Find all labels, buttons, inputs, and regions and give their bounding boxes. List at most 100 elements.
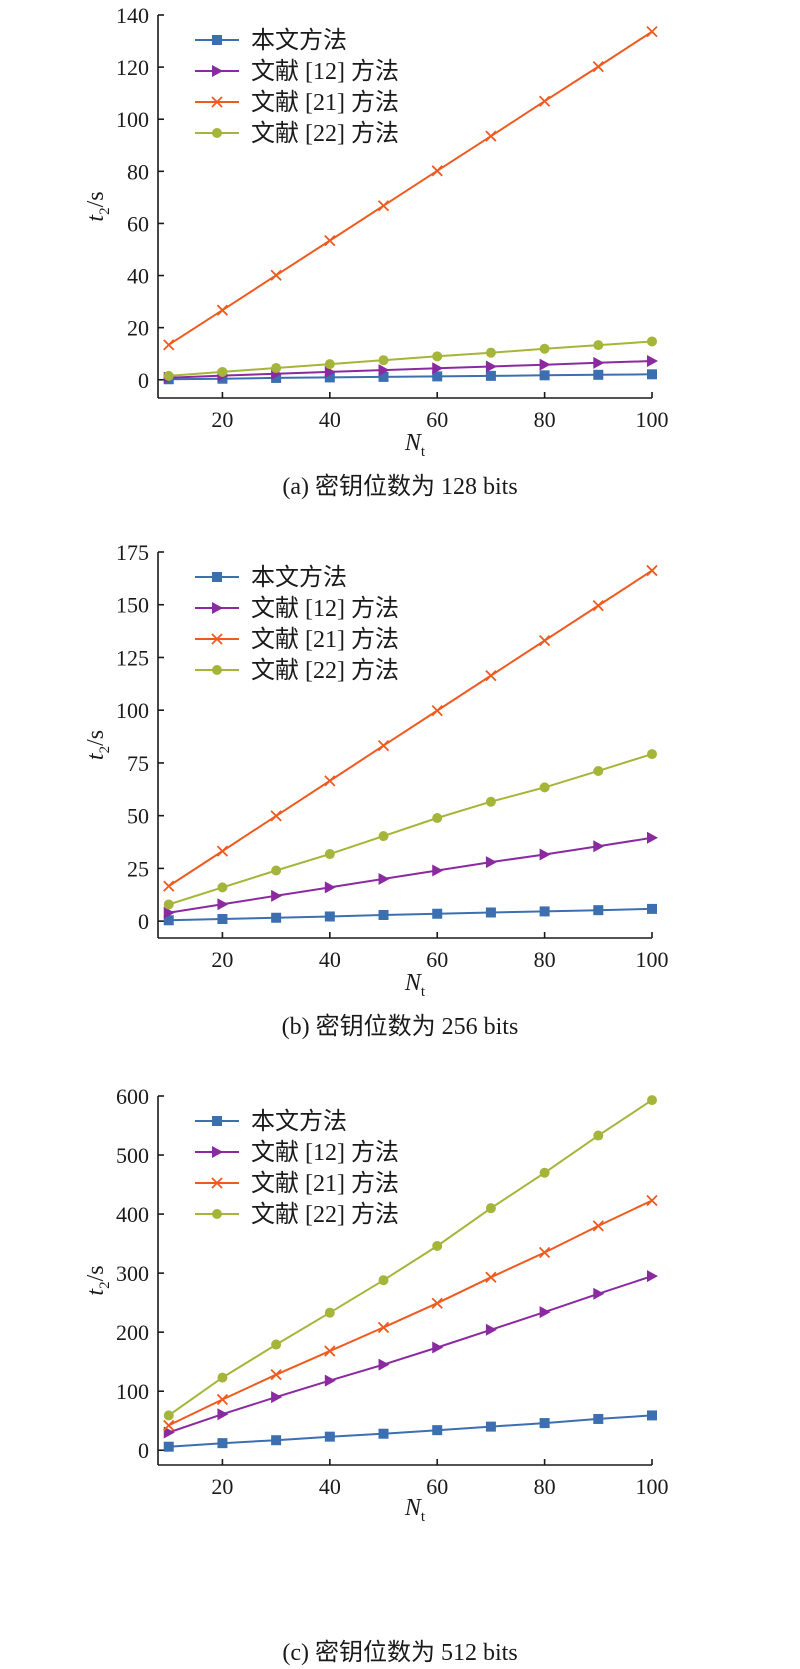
x-axis-label-main: N	[404, 970, 423, 996]
legend-marker	[212, 602, 223, 614]
data-point	[538, 95, 551, 107]
data-point	[378, 1428, 389, 1439]
data-point	[539, 1167, 550, 1178]
data-point	[485, 1203, 496, 1214]
y-tick-label: 60	[127, 211, 149, 236]
legend-item: 文献 [22] 方法	[195, 120, 399, 147]
data-point	[270, 1369, 282, 1381]
y-tick-label: 80	[127, 159, 149, 184]
data-point	[324, 372, 335, 383]
data-point	[377, 200, 390, 212]
data-point	[216, 1393, 229, 1406]
legend-item: 本文方法	[195, 564, 347, 591]
series-4	[163, 336, 657, 381]
legend-item: 文献 [21] 方法	[195, 89, 399, 116]
series-4	[163, 1095, 657, 1421]
legend-item: 文献 [12] 方法	[195, 595, 399, 622]
chart-caption: (a) 密钥位数为 128 bits	[282, 473, 517, 500]
legend-label: 文献 [21] 方法	[251, 1170, 399, 1197]
legend-item: 文献 [21] 方法	[195, 1170, 399, 1197]
data-point	[163, 1419, 175, 1432]
data-point	[324, 365, 336, 378]
y-axis-label-unit: /s	[83, 1265, 109, 1281]
data-point	[217, 882, 228, 893]
data-point	[324, 359, 335, 370]
legend-label: 本文方法	[251, 1108, 347, 1135]
legend-marker	[212, 1209, 222, 1219]
data-point	[378, 831, 389, 842]
legend-item: 文献 [22] 方法	[195, 657, 399, 684]
data-point	[377, 739, 390, 752]
series-line	[168, 360, 653, 379]
series-4	[163, 749, 657, 910]
data-point	[271, 372, 282, 383]
data-point	[216, 845, 229, 857]
y-axis-label-main: t	[83, 214, 109, 222]
data-point	[647, 336, 657, 347]
series-2	[163, 831, 658, 919]
data-point	[485, 360, 497, 373]
data-point	[647, 903, 657, 914]
y-axis-label-unit: /s	[83, 730, 109, 746]
y-tick-label: 0	[138, 1438, 149, 1463]
data-point	[271, 889, 283, 902]
legend-marker	[211, 96, 223, 108]
data-point	[324, 234, 336, 247]
data-point	[485, 1323, 497, 1336]
data-point	[592, 599, 604, 612]
data-point	[431, 1297, 443, 1309]
data-point	[593, 340, 604, 351]
legend-label: 文献 [21] 方法	[251, 89, 399, 116]
legend-marker	[211, 633, 223, 645]
data-point	[432, 812, 443, 823]
legend-marker	[212, 1146, 223, 1158]
data-point	[539, 343, 550, 354]
legend-item: 文献 [12] 方法	[195, 1139, 399, 1166]
data-point	[271, 1339, 282, 1350]
legend-marker	[211, 1177, 223, 1189]
x-axis-label: Nt	[404, 430, 426, 460]
data-point	[485, 130, 497, 142]
y-tick-label: 0	[138, 368, 149, 393]
legend-label: 文献 [22] 方法	[251, 657, 399, 684]
chart-caption: (b) 密钥位数为 256 bits	[282, 1013, 519, 1040]
data-point	[485, 796, 496, 807]
data-point	[485, 1421, 496, 1432]
data-point	[539, 370, 550, 381]
x-tick-label: 80	[534, 407, 556, 432]
data-point	[378, 364, 390, 377]
data-point	[163, 1410, 174, 1421]
series-3	[163, 564, 658, 892]
data-point	[324, 775, 336, 787]
data-point	[324, 1431, 335, 1442]
data-point	[378, 872, 390, 885]
legend-item: 文献 [21] 方法	[195, 626, 399, 653]
series-3	[163, 1194, 658, 1432]
data-point	[324, 881, 336, 894]
legend-marker	[212, 1116, 222, 1126]
x-tick-label: 40	[319, 947, 341, 972]
data-point	[217, 366, 228, 377]
x-tick-label: 100	[636, 1474, 669, 1499]
x-axis-label: Nt	[404, 970, 426, 1000]
series-line	[168, 1199, 653, 1427]
series-line	[168, 753, 653, 906]
legend-item: 本文方法	[195, 27, 347, 54]
legend-label: 文献 [21] 方法	[251, 626, 399, 653]
x-tick-label: 60	[426, 407, 448, 432]
y-axis-label-unit: /s	[83, 191, 109, 207]
data-point	[378, 1275, 389, 1286]
data-point	[217, 914, 228, 925]
y-axis-label: t2/s	[83, 191, 113, 221]
y-axis-label-sub: 2	[97, 1281, 113, 1289]
y-axis-label-main: t	[83, 1288, 109, 1296]
series-2	[163, 1270, 658, 1439]
data-point	[432, 1240, 443, 1251]
data-point	[163, 899, 174, 910]
y-tick-label: 25	[127, 856, 149, 881]
legend-label: 本文方法	[251, 564, 347, 591]
legend-marker	[212, 572, 222, 582]
